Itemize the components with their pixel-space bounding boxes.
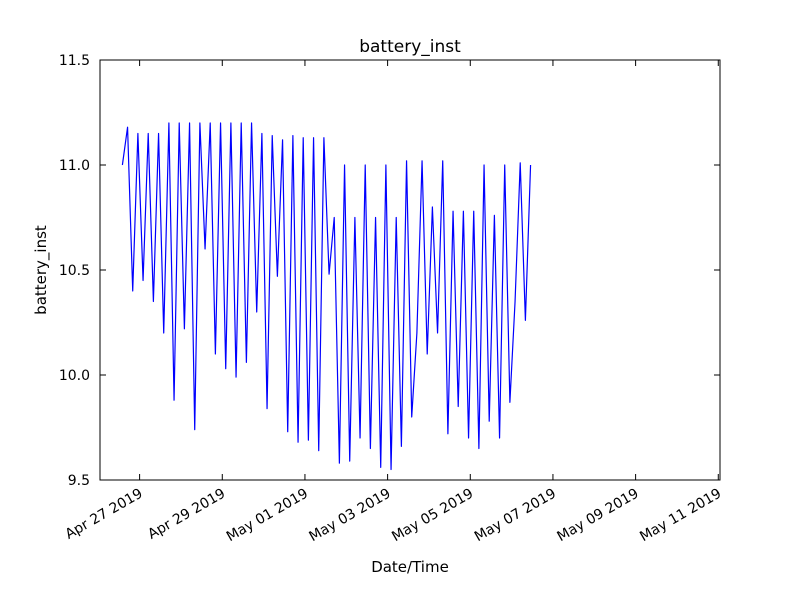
y-tick-label: 11.5 bbox=[59, 53, 90, 69]
data-line bbox=[121, 122, 532, 471]
y-tick-label: 10.0 bbox=[59, 368, 90, 384]
y-tick-label: 11.0 bbox=[59, 158, 90, 174]
y-axis-label: battery_inst bbox=[32, 225, 51, 315]
plot-frame bbox=[99, 59, 721, 481]
y-tick-label: 10.5 bbox=[59, 263, 90, 279]
x-axis-label: Date/Time bbox=[371, 558, 449, 576]
chart-title: battery_inst bbox=[359, 37, 461, 57]
y-tick-label: 9.5 bbox=[68, 473, 90, 489]
